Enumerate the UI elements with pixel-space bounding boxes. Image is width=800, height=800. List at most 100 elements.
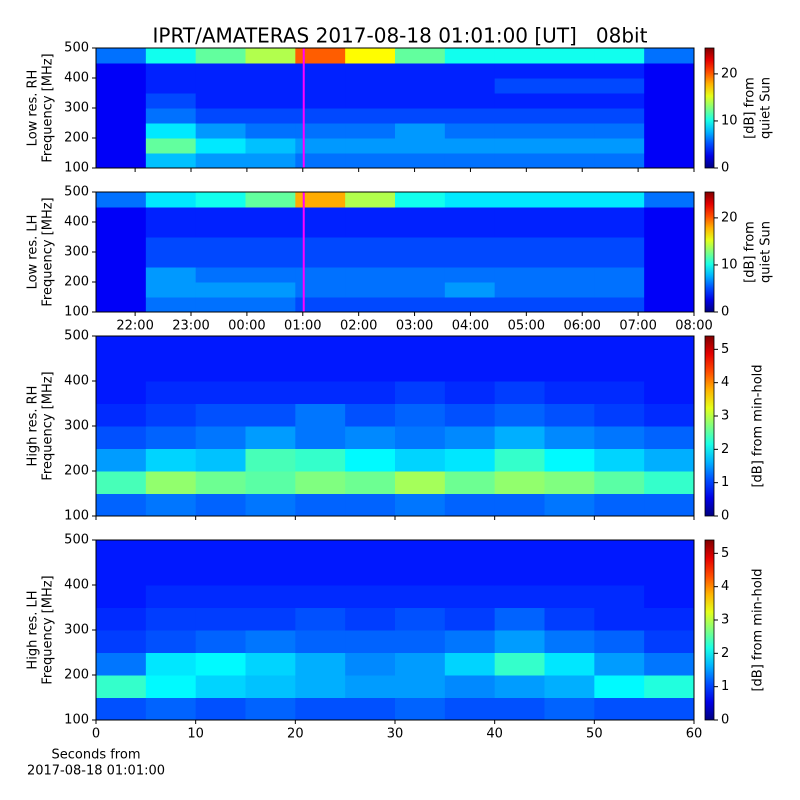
heatmap-cell <box>96 237 147 253</box>
heatmap-cell <box>544 426 595 449</box>
heatmap-cell <box>145 675 197 698</box>
heatmap-cell <box>494 78 545 94</box>
heatmap-cell <box>544 630 595 653</box>
heatmap-cell <box>444 48 496 64</box>
heatmap-cell <box>195 607 246 631</box>
colorbar-tick-label: 0 <box>721 305 729 320</box>
heatmap-cell <box>644 222 695 238</box>
heatmap-cell <box>644 153 695 169</box>
heatmap-cell <box>544 403 595 427</box>
heatmap-cell <box>594 138 645 154</box>
heatmap-cell <box>96 336 147 359</box>
heatmap-cell <box>96 267 147 283</box>
x-tick-label: 0 <box>92 727 100 742</box>
heatmap-cell <box>295 562 346 586</box>
heatmap-cell <box>145 267 197 283</box>
heatmap-cell <box>295 630 346 653</box>
heatmap-cell <box>395 403 446 427</box>
colorbar-label: [dB] from <box>743 77 758 139</box>
heatmap-cell <box>245 471 296 494</box>
y-axis-label: Low res. LH <box>26 215 41 290</box>
heatmap-cell <box>644 426 695 449</box>
y-tick-label: 200 <box>64 131 89 146</box>
colorbar-tick-label: 10 <box>721 113 738 128</box>
heatmap-cell <box>195 48 246 64</box>
heatmap-cell <box>295 652 346 676</box>
heatmap-cell <box>494 138 545 154</box>
heatmap-cell <box>395 562 446 586</box>
heatmap-cell <box>345 426 396 449</box>
heatmap-cell <box>494 585 545 608</box>
heatmap-cell <box>345 207 396 223</box>
heatmap-cell <box>145 63 197 79</box>
heatmap-cell <box>145 630 197 653</box>
heatmap-cell <box>395 381 446 404</box>
x-tick-label: 08:00 <box>675 319 712 334</box>
heatmap-cell <box>544 652 595 676</box>
heatmap-cell <box>145 138 197 154</box>
heatmap-cell <box>395 697 446 721</box>
heatmap-cell <box>145 48 197 64</box>
heatmap-cell <box>444 108 496 124</box>
heatmap-cell <box>245 652 296 676</box>
heatmap-cell <box>644 562 695 586</box>
heatmap-cell <box>544 78 595 94</box>
heatmap-cell <box>594 93 645 109</box>
y-axis-label: High res. RH <box>26 386 41 467</box>
heatmap-cell <box>395 78 446 94</box>
heatmap-cell <box>245 493 296 517</box>
heatmap-cell <box>96 652 147 676</box>
heatmap-cell <box>345 471 396 494</box>
heatmap-cell <box>195 675 246 698</box>
heatmap-cell <box>494 493 545 517</box>
heatmap-cell <box>494 237 545 253</box>
heatmap-cell <box>594 48 645 64</box>
heatmap-cell <box>96 585 147 608</box>
heatmap-cell <box>145 697 197 721</box>
y-axis-label: Frequency [MHz] <box>41 197 56 306</box>
heatmap-cell <box>395 336 446 359</box>
heatmap-cell <box>594 297 645 313</box>
heatmap-cell <box>644 358 695 382</box>
heatmap-cell <box>245 207 296 223</box>
heatmap-cell <box>245 123 296 139</box>
heatmap-cell <box>96 607 147 631</box>
heatmap-cell <box>245 697 296 721</box>
heatmap-cell <box>195 108 246 124</box>
heatmap-cell <box>644 282 695 298</box>
colorbar-label: quiet Sun <box>759 221 774 283</box>
heatmap-cell <box>145 192 197 208</box>
heatmap-cell <box>195 237 246 253</box>
heatmap-cell <box>644 237 695 253</box>
heatmap-cell <box>345 297 396 313</box>
heatmap-cell <box>345 358 396 382</box>
heatmap-cell <box>195 153 246 169</box>
y-tick-label: 500 <box>64 533 89 548</box>
heatmap-cell <box>395 237 446 253</box>
heatmap-cell <box>395 282 446 298</box>
heatmap-cell <box>395 358 446 382</box>
heatmap-cell <box>544 108 595 124</box>
heatmap-cell <box>295 336 346 359</box>
heatmap-cell <box>345 652 396 676</box>
heatmap-cell <box>145 540 197 563</box>
x-tick-label: 10 <box>187 727 204 742</box>
y-axis-label: Frequency [MHz] <box>41 53 56 162</box>
heatmap-cell <box>594 403 645 427</box>
heatmap-cell <box>444 336 496 359</box>
colorbar <box>704 47 715 169</box>
heatmap-cell <box>345 448 396 472</box>
heatmap-cell <box>544 153 595 169</box>
heatmap-cell <box>195 403 246 427</box>
heatmap-cell <box>295 471 346 494</box>
heatmap-cell <box>245 138 296 154</box>
heatmap-cell <box>195 697 246 721</box>
heatmap-cell <box>96 471 147 494</box>
heatmap-cell <box>544 123 595 139</box>
colorbar-label: [dB] from min-hold <box>751 364 766 487</box>
y-tick-label: 500 <box>64 185 89 200</box>
heatmap-cell <box>345 237 396 253</box>
heatmap-cell <box>594 448 645 472</box>
heatmap-cell <box>145 607 197 631</box>
heatmap-cell <box>245 630 296 653</box>
